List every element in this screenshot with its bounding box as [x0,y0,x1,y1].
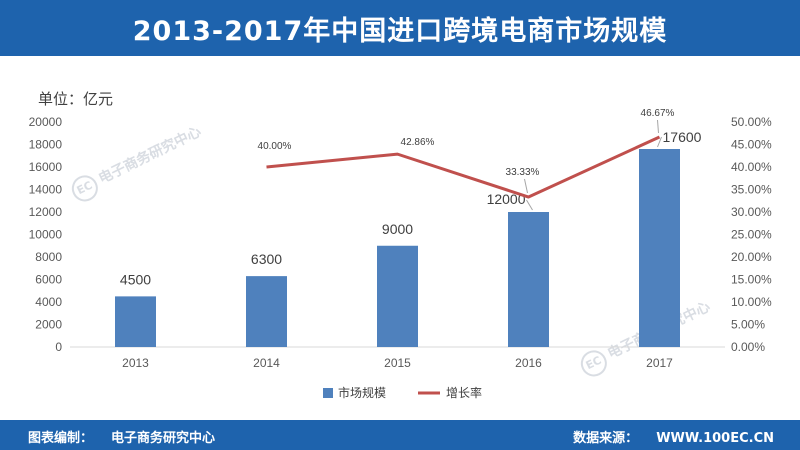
bar [246,276,287,347]
chart-title: 2013-2017年中国进口跨境电商市场规模 [132,15,668,47]
footer-source: 数据来源： WWW.100EC.CN [573,427,774,446]
bar-data-label: 12000 [487,191,526,207]
left-axis-tick-label: 8000 [35,250,62,264]
bar-data-label: 6300 [251,251,282,267]
line-label-leader [524,178,528,194]
x-axis-tick-label: 2015 [384,356,411,370]
legend-bar-swatch [323,388,333,398]
right-axis-tick-label: 40.00% [731,160,772,174]
footer-credit-value: 电子商务研究中心 [111,431,216,446]
line-data-label: 46.67% [641,108,675,119]
bar-label-leader [526,199,533,211]
line-label-leader [657,119,659,134]
bar-data-label: 9000 [382,221,413,237]
right-axis-tick-label: 20.00% [731,250,772,264]
right-axis-tick-label: 0.00% [731,340,765,354]
right-axis-tick-label: 30.00% [731,205,772,219]
legend-label: 市场规模 [338,385,386,400]
x-axis-tick-label: 2016 [515,356,542,370]
right-axis-tick-label: 35.00% [731,183,772,197]
unit-label: 单位：亿元 [38,90,114,108]
bar-data-label: 17600 [663,129,702,145]
footer-source-value: WWW.100EC.CN [656,431,774,446]
left-axis-tick-label: 14000 [29,183,63,197]
combo-chart: 0 2000 4000 6000 8000 10000 12000 14000 16000 180… [29,108,772,400]
bar [377,245,418,347]
right-axis-tick-label: 15.00% [731,273,772,287]
left-axis-tick-label: 18000 [29,138,63,152]
left-axis-tick-label: 2000 [35,318,62,332]
line-data-label: 40.00% [258,141,292,152]
growth-rate-line [266,135,661,199]
left-axis-tick-label: 10000 [29,228,63,242]
legend-label: 增长率 [446,385,482,400]
left-axis-tick-label: 20000 [29,115,63,129]
footer-source-label: 数据来源： [573,431,639,446]
x-axis-tick-label: 2014 [253,356,280,370]
footer-bar: 图表编制： 电子商务研究中心 数据来源： WWW.100EC.CN [0,420,800,450]
footer-credit: 图表编制： 电子商务研究中心 [28,427,215,446]
right-axis-tick-label: 45.00% [731,138,772,152]
left-axis-tick-label: 16000 [29,160,63,174]
title-banner: 2013-2017年中国进口跨境电商市场规模 [0,0,800,56]
right-axis-tick-label: 10.00% [731,295,772,309]
x-axis-tick-label: 2013 [122,356,149,370]
line-data-label: 33.33% [506,167,540,178]
bar [508,212,549,347]
left-axis-tick-label: 4000 [35,295,62,309]
left-axis-tick-label: 6000 [35,273,62,287]
footer-credit-label: 图表编制： [28,431,94,446]
right-axis-tick-label: 25.00% [731,228,772,242]
x-axis-tick-label: 2017 [646,356,673,370]
line-data-label: 42.86% [401,137,435,148]
right-axis-tick-label: 50.00% [731,115,772,129]
right-axis-tick-label: 5.00% [731,318,765,332]
left-axis-tick-label: 12000 [29,205,63,219]
left-axis-tick-label: 0 [55,340,62,354]
bar-label-leader [657,136,662,148]
bar [639,149,680,347]
bar-data-label: 4500 [120,271,151,287]
bar [115,296,156,347]
